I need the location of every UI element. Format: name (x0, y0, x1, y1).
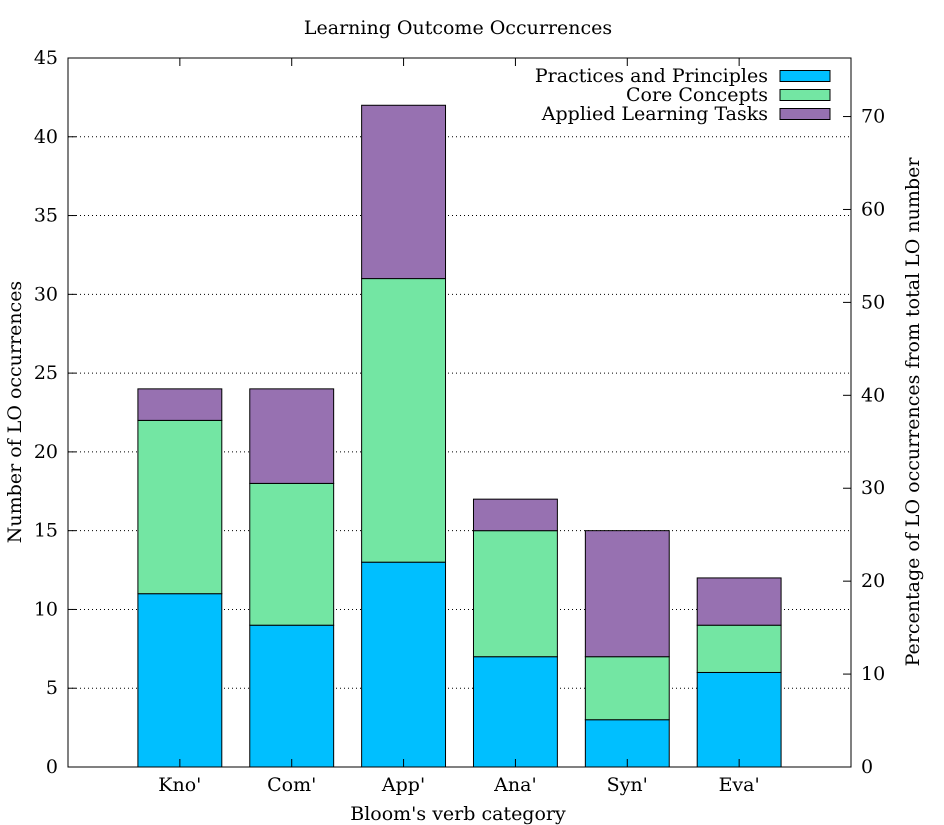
bar-segment (137, 419, 223, 595)
legend-swatch (779, 70, 831, 82)
y2-tick-label: 10 (861, 663, 885, 685)
bar-segment (361, 104, 447, 280)
legend-swatch (779, 89, 831, 101)
bar-segment (137, 388, 223, 421)
y-tick-label: 25 (34, 362, 58, 384)
legend-label: Core Concepts (626, 84, 768, 106)
legend-label: Practices and Principles (535, 65, 768, 87)
bar-segment (249, 388, 335, 484)
y-tick-label: 5 (46, 677, 58, 699)
y-tick-label: 40 (34, 126, 58, 148)
bar-segment (472, 656, 558, 768)
x-tick-label: Eva' (719, 774, 760, 796)
bar-segment (696, 624, 782, 673)
y2-axis-label: Percentage of LO occurrences from total … (902, 157, 924, 667)
y2-tick-label: 0 (861, 756, 873, 778)
axis-ticks: Kno' Com' App' Ana' Syn' Eva' 0 5 10 15 20 25 30 35 40… (34, 47, 885, 796)
bar-segment (361, 561, 447, 768)
y-tick-label: 15 (34, 520, 58, 542)
bar-segment (696, 671, 782, 768)
bar-segment (249, 482, 335, 626)
bar-segment (472, 498, 558, 532)
chart-title: Learning Outcome Occurrences (304, 17, 612, 39)
y2-tick-label: 50 (861, 291, 885, 313)
bar-segment (696, 577, 782, 626)
y-tick-label: 35 (34, 205, 58, 227)
x-tick-label: Syn' (607, 774, 648, 796)
y2-tick-label: 40 (861, 384, 885, 406)
bar-segment (584, 656, 670, 721)
x-tick-label: Ana' (493, 774, 537, 796)
y-tick-label: 10 (34, 598, 58, 620)
y2-tick-label: 60 (861, 198, 885, 220)
x-tick-label: Kno' (158, 774, 201, 796)
y2-tick-label: 30 (861, 477, 885, 499)
y-tick-label: 20 (34, 441, 58, 463)
bar-segment (249, 624, 335, 768)
bar-segment (584, 530, 670, 658)
x-axis-label: Bloom's verb category (350, 803, 566, 825)
bar-segment (472, 530, 558, 658)
legend-label: Applied Learning Tasks (541, 103, 768, 125)
legend-swatch (779, 108, 831, 120)
bar-segment (361, 278, 447, 563)
y-tick-label: 30 (34, 283, 58, 305)
y2-tick-label: 20 (861, 570, 885, 592)
bar-segment (137, 593, 223, 768)
y-tick-label: 45 (34, 47, 58, 69)
y-tick-label: 0 (46, 756, 58, 778)
y-axis-label: Number of LO occurrences (4, 281, 26, 543)
x-tick-label: App' (381, 774, 425, 796)
y2-tick-label: 70 (861, 106, 885, 128)
plot-frame (67, 57, 852, 768)
bars (137, 104, 782, 768)
x-tick-label: Com' (267, 774, 316, 796)
